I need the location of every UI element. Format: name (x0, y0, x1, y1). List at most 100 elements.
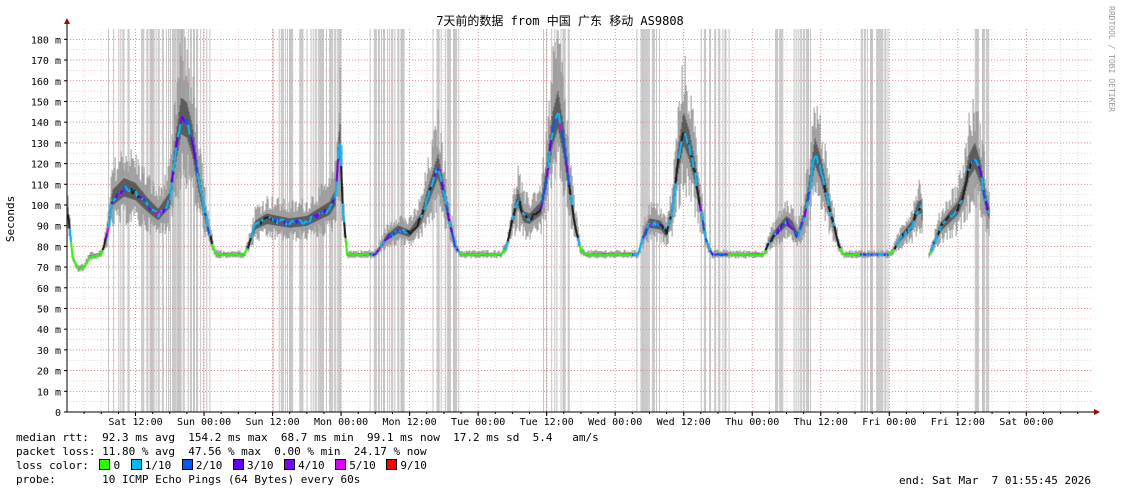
median-segment (688, 144, 692, 156)
median-segment (541, 193, 545, 205)
loss-bar (871, 29, 872, 412)
median-segment (427, 190, 431, 198)
loss-bar (177, 29, 179, 412)
loss-bar (340, 29, 342, 412)
median-segment (518, 200, 523, 212)
median-segment (692, 167, 697, 173)
loss-bar (866, 29, 868, 412)
loss-bar (403, 29, 405, 412)
loss-bar (338, 29, 340, 412)
median-segment (416, 218, 421, 227)
y-tick-label: 180 m (31, 35, 61, 46)
median-segment (173, 147, 178, 162)
median-segment (801, 221, 804, 224)
median-segment (110, 200, 114, 205)
y-tick-label: 130 m (31, 139, 61, 150)
x-tick-label: Sun 12:00 (245, 417, 299, 428)
median-segment (146, 205, 150, 209)
median-segment (169, 182, 173, 201)
median-segment (346, 253, 349, 256)
median-segment (163, 207, 167, 211)
loss-bar (373, 29, 375, 412)
median-segment (812, 155, 817, 161)
median-segment (638, 242, 643, 250)
loss-bar (183, 29, 185, 412)
median-segment (226, 253, 230, 256)
loss-bar (563, 29, 565, 412)
median-segment (820, 172, 824, 177)
median-segment (680, 132, 685, 142)
median-segment (103, 238, 107, 247)
median-segment (962, 186, 967, 194)
y-tick-label: 110 m (31, 180, 61, 191)
median-segment (562, 138, 566, 152)
loss-bar (194, 29, 195, 412)
loss-bar (870, 29, 871, 412)
median-segment (446, 212, 451, 222)
median-segment (332, 197, 336, 201)
median-segment (554, 113, 559, 120)
median-rtt-line (67, 112, 990, 270)
median-segment (577, 237, 581, 246)
median-segment (985, 200, 989, 211)
median-segment (460, 253, 464, 256)
median-segment (695, 185, 700, 195)
median-segment (621, 253, 624, 257)
median-segment (328, 204, 332, 210)
loss-bar (567, 29, 569, 412)
loss-bar (123, 29, 125, 412)
median-segment (772, 234, 776, 238)
median-segment (943, 220, 947, 224)
median-segment (698, 204, 703, 212)
median-segment (641, 235, 645, 239)
median-segment (439, 174, 443, 183)
median-segment (250, 230, 254, 239)
loss-bar (551, 29, 553, 412)
loss-bar (642, 29, 644, 412)
loss-bar (182, 29, 184, 412)
median-segment (373, 253, 377, 256)
median-segment (958, 201, 962, 205)
median-segment (667, 218, 671, 227)
median-segment (799, 222, 803, 230)
loss-bar (564, 29, 566, 412)
median-segment (395, 229, 399, 233)
median-segment (68, 228, 73, 242)
median-segment (354, 253, 357, 256)
median-segment (580, 250, 584, 253)
median-segment (982, 189, 986, 199)
median-segment (821, 176, 826, 186)
y-tick-label: 20 m (37, 367, 61, 378)
loss-bar (189, 29, 191, 412)
median-segment (916, 210, 920, 215)
median-segment (762, 253, 765, 256)
median-segment (289, 220, 293, 225)
median-segment (530, 213, 535, 220)
median-segment (67, 214, 71, 229)
median-segment (268, 216, 272, 220)
loss-bar (714, 29, 716, 412)
median-segment (560, 129, 565, 140)
median-segment (457, 250, 461, 254)
y-tick-label: 90 m (37, 222, 61, 233)
y-tick-label: 50 m (37, 304, 61, 315)
median-segment (961, 193, 965, 201)
loss-bar (118, 29, 120, 412)
y-tick-label: 70 m (37, 263, 61, 274)
median-segment (76, 266, 80, 270)
median-segment (139, 195, 143, 200)
median-segment (806, 191, 811, 202)
median-segment (343, 222, 347, 239)
median-segment (950, 214, 954, 218)
median-segment (96, 253, 99, 257)
median-segment (709, 249, 713, 254)
median-segment (415, 225, 419, 229)
median-segment (499, 252, 503, 255)
median-segment (81, 266, 84, 270)
packet-loss-bars (108, 29, 990, 412)
median-segment (440, 181, 445, 191)
loss-bar (983, 29, 984, 412)
median-segment (506, 235, 511, 242)
median-segment (424, 198, 428, 210)
median-segment (789, 225, 792, 229)
